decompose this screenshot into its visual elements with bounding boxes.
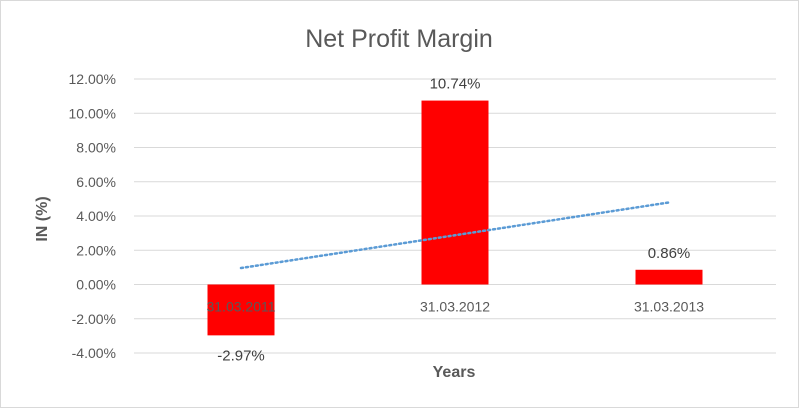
trendline-group xyxy=(239,201,671,270)
category-labels: 31.03.2011 31.03.2012 31.03.2013 xyxy=(206,299,704,315)
x-axis-title: Years xyxy=(433,364,476,381)
y-tick-label: 6.00% xyxy=(76,174,116,190)
y-tick-label: 10.00% xyxy=(69,105,116,121)
y-axis-title: IN (%) xyxy=(34,196,51,241)
bar-31.03.2013 xyxy=(635,269,703,285)
y-tick-label: -2.00% xyxy=(72,311,116,327)
data-label: 0.86% xyxy=(648,245,691,262)
data-label: 10.74% xyxy=(430,76,481,93)
x-category-label: 31.03.2011 xyxy=(206,299,275,315)
y-axis-ticks: -4.00% -2.00% 0.00% 2.00% 4.00% 6.00% 8.00% 10.… xyxy=(69,71,116,361)
trendline xyxy=(239,201,671,270)
data-label: -2.97% xyxy=(217,347,265,364)
y-tick-label: -4.00% xyxy=(72,345,116,361)
y-tick-label: 0.00% xyxy=(76,277,116,293)
bars xyxy=(207,100,703,336)
x-category-label: 31.03.2013 xyxy=(634,299,704,315)
y-tick-label: 8.00% xyxy=(76,140,116,156)
y-tick-label: 4.00% xyxy=(76,208,116,224)
bar-31.03.2011 xyxy=(207,284,275,336)
y-tick-label: 12.00% xyxy=(69,71,116,87)
data-labels: -2.97% 10.74% 0.86% xyxy=(217,76,690,365)
chart-title: Net Profit Margin xyxy=(305,25,493,53)
x-category-label: 31.03.2012 xyxy=(420,299,490,315)
bar-31.03.2012 xyxy=(421,100,489,285)
y-tick-label: 2.00% xyxy=(76,242,116,258)
